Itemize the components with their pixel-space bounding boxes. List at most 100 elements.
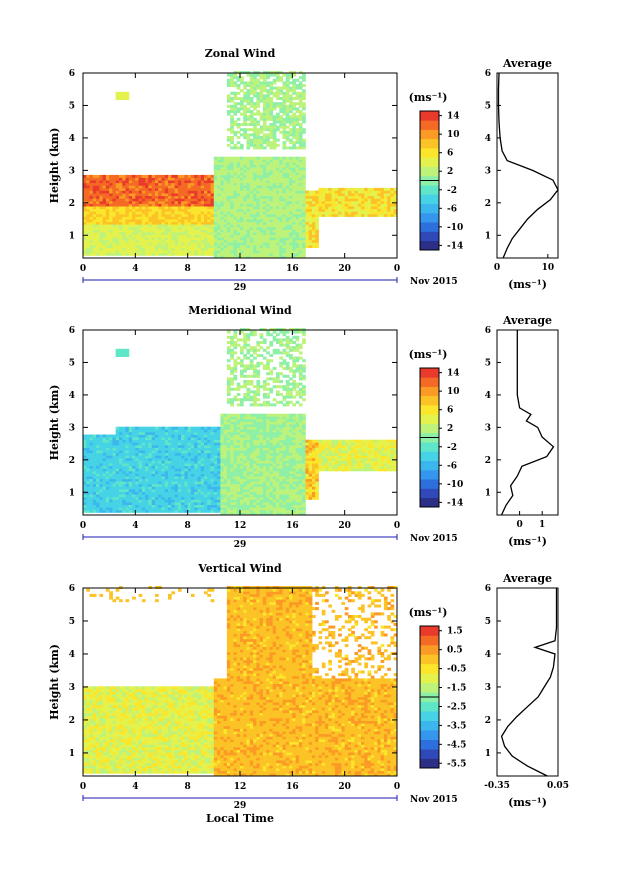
heatmap-cell [243,91,247,95]
heatmap-cell [200,431,205,435]
heatmap-cell [266,234,270,238]
heatmap-cell [266,219,270,223]
heatmap-cell [155,242,159,246]
heatmap-cell [272,190,277,194]
heatmap-cell [226,426,231,430]
heatmap-cell [331,193,336,197]
heatmap-cell [262,208,267,212]
heatmap-cell [86,208,90,212]
heatmap-cell [256,195,261,199]
heatmap-cell [151,463,156,467]
heatmap-cell [233,455,238,459]
heatmap-cell [253,195,257,199]
heatmap-cell [289,198,293,202]
heatmap-cell [105,476,110,480]
heatmap-cell [220,245,225,248]
heatmap-cell [249,226,254,230]
heatmap-cell [266,237,270,241]
heatmap-cell [132,437,136,441]
heatmap-cell [204,457,208,461]
heatmap-cell [243,123,247,126]
heatmap-cell [99,489,104,492]
heatmap-cell [253,104,257,108]
heatmap-cell [331,195,336,199]
heatmap-cell [256,221,261,225]
heatmap-cell [92,502,97,505]
heatmap-cell [344,190,349,194]
heatmap-cell [99,219,104,223]
heatmap-cell [236,393,241,396]
heatmap-cell [115,486,120,490]
heatmap-cell [295,237,300,241]
heatmap-cell [256,110,261,113]
heatmap-cell [292,161,296,165]
heatmap-cell [223,437,228,441]
heatmap-cell [240,180,244,184]
heatmap-cell [197,234,202,238]
heatmap-cell [272,102,277,106]
heatmap-cell [285,172,290,176]
heatmap-cell [164,476,169,480]
heatmap-cell [187,431,192,435]
heatmap-cell [200,455,205,459]
heatmap-cell [233,159,238,163]
heatmap-cell [282,198,287,202]
heatmap-cell [128,444,133,448]
heatmap-cell [168,195,172,199]
heatmap-cell [128,234,133,238]
heatmap-cell [141,219,146,223]
heatmap-cell [217,437,221,441]
heatmap-cell [145,468,149,472]
heatmap-cell [295,133,300,137]
heatmap-cell [83,224,87,228]
heatmap-cell [207,478,211,482]
heatmap-cell [141,234,146,238]
heatmap-cell [240,193,244,197]
heatmap-cell [164,185,169,189]
heatmap-cell [223,185,228,189]
heatmap-cell [253,206,257,210]
heatmap-cell [122,499,126,503]
heatmap-cell [151,216,156,220]
heatmap-cell [325,200,329,204]
heatmap-cell [89,504,94,508]
heatmap-cell [259,206,264,210]
heatmap-cell [230,198,234,202]
heatmap-cell [259,130,264,134]
heatmap-cell [197,208,202,212]
heatmap-cell [92,452,97,456]
heatmap-cell [213,457,218,461]
heatmap-cell [292,167,296,171]
heatmap-cell [125,473,130,477]
heatmap-cell [393,190,398,194]
heatmap-cell [197,226,202,230]
heatmap-cell [141,444,146,448]
heatmap-cell [184,250,189,254]
heatmap-cell [132,206,136,210]
heatmap-cell [331,211,336,215]
heatmap-cell [272,185,277,189]
heatmap-cell [187,444,192,448]
heatmap-cell [272,255,277,259]
heatmap-cell [226,457,231,461]
heatmap-cell [115,182,120,186]
heatmap-cell [122,455,126,459]
heatmap-cell [171,193,175,197]
heatmap-cell [109,470,113,474]
heatmap-cell [217,159,221,163]
heatmap-cell [164,468,169,472]
heatmap-cell [243,133,247,137]
heatmap-cell [194,473,198,477]
heatmap-cell [233,447,238,451]
heatmap-cell [312,193,316,197]
heatmap-cell [161,237,166,241]
heatmap-cell [89,182,94,186]
heatmap-cell [256,164,261,168]
heatmap-cell [233,444,238,448]
heatmap-cell [315,229,319,233]
heatmap-cell [171,463,175,467]
heatmap-cell [361,208,365,212]
heatmap-cell [217,447,221,451]
heatmap-cell [243,94,247,98]
heatmap-cell [361,206,365,210]
